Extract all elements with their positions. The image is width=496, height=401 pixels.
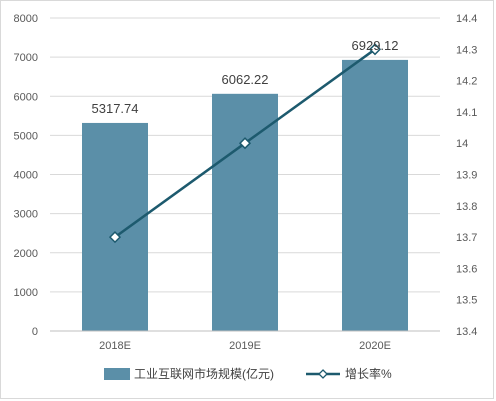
bar-data-label: 6929.12 bbox=[352, 38, 399, 53]
y-left-tick-label: 3000 bbox=[14, 209, 38, 221]
y-left-tick-label: 7000 bbox=[14, 52, 38, 64]
y-right-tick-label: 13.4 bbox=[456, 326, 477, 338]
x-tick-label: 2020E bbox=[359, 340, 391, 352]
y-left-tick-label: 0 bbox=[32, 326, 38, 338]
y-right-tick-label: 14.1 bbox=[456, 107, 477, 119]
bar bbox=[82, 122, 148, 331]
line-series bbox=[108, 43, 382, 244]
x-axis: 2018E 2019E 2020E bbox=[50, 330, 440, 352]
line-point bbox=[108, 231, 122, 244]
y-left-tick-label: 2000 bbox=[14, 248, 38, 260]
y-left-tick-label: 5000 bbox=[14, 130, 38, 142]
bar bbox=[342, 59, 408, 331]
x-tick-label: 2018E bbox=[99, 340, 131, 352]
bar-data-label: 6062.22 bbox=[222, 72, 269, 87]
y-right-tick-label: 13.6 bbox=[456, 263, 477, 275]
y-right-tick-label: 13.7 bbox=[456, 232, 477, 244]
right-axis: 13.4 13.5 13.6 13.7 13.8 13.9 14 14.1 14.2 14.3 14… bbox=[456, 13, 477, 338]
y-left-tick-label: 1000 bbox=[14, 287, 38, 299]
legend-marker-line bbox=[318, 369, 328, 379]
legend-swatch-bar bbox=[104, 368, 130, 380]
x-tick-label: 2019E bbox=[229, 340, 261, 352]
line-point bbox=[368, 43, 382, 56]
y-right-tick-label: 14 bbox=[456, 138, 468, 150]
legend-label-bar: 工业互联网市场规模(亿元) bbox=[134, 366, 274, 381]
y-right-tick-label: 13.8 bbox=[456, 201, 477, 213]
legend-label-line: 增长率% bbox=[345, 366, 392, 381]
legend: 工业互联网市场规模(亿元) 增长率% bbox=[104, 366, 392, 381]
bar-data-labels: 5317.74 6062.22 6929.12 bbox=[92, 38, 399, 116]
y-right-tick-label: 14.4 bbox=[456, 13, 477, 25]
y-right-tick-label: 13.9 bbox=[456, 170, 477, 182]
y-right-tick-label: 13.5 bbox=[456, 295, 477, 307]
y-right-tick-label: 14.2 bbox=[456, 76, 477, 88]
left-axis: 0 1000 2000 3000 4000 5000 6000 7000 8000 bbox=[14, 13, 38, 338]
line-point bbox=[238, 137, 252, 150]
y-left-tick-label: 4000 bbox=[14, 170, 38, 182]
bar-data-label: 5317.74 bbox=[92, 101, 139, 116]
y-left-tick-label: 8000 bbox=[14, 13, 38, 25]
y-right-tick-label: 14.3 bbox=[456, 44, 477, 56]
bar bbox=[212, 93, 278, 331]
bar-series bbox=[82, 59, 408, 331]
y-left-tick-label: 6000 bbox=[14, 91, 38, 103]
